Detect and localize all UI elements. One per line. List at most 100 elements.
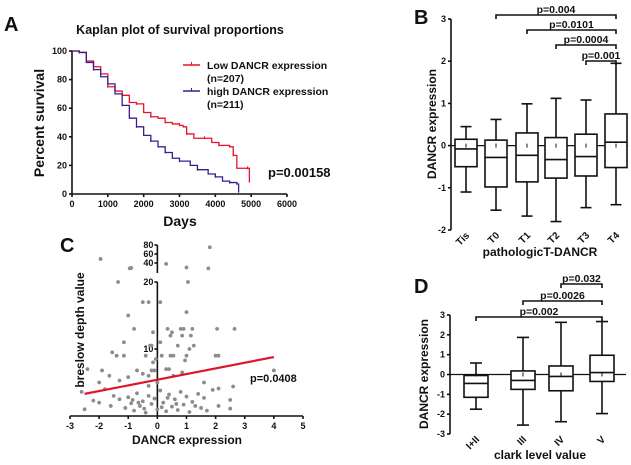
scatter-point [159,353,164,358]
y-axis-label: DANCR expression [425,69,439,179]
y-tick-label: 80 [57,75,67,85]
scatter-point [91,398,96,403]
scatter-point [123,406,128,410]
x-tick-label: 4000 [205,199,225,209]
y-axis-label: DANCR expression [417,319,431,429]
scatter-point [151,330,155,335]
x-tick-label: IV [553,434,568,449]
scatter-point [132,408,136,413]
x-tick-label: 1000 [98,199,118,209]
scatter-point [143,353,148,358]
scatter-point [110,350,115,355]
x-tick-label: 4 [271,421,276,431]
x-tick-label: 0 [69,199,74,209]
x-tick-label: 1 [184,421,189,431]
scatter-point [175,343,180,348]
scatter-point [116,280,120,284]
scatter-point [121,353,126,358]
box-IV [548,365,574,392]
scatter-point [100,368,104,373]
p-value-label: p=0.004 [537,4,576,16]
x-tick-label: T4 [606,230,622,246]
scatter-point [97,400,102,405]
x-tick-label: T1 [517,230,533,246]
scatter-point [154,357,158,361]
x-tick-label: 3 [242,421,247,431]
panel-letter-b: B [414,7,428,29]
scatter-point [184,310,189,315]
scatter-point [143,410,148,415]
significance-bracket [475,316,603,321]
y-axis-label: breslow depth value [73,272,87,388]
scatter-point [151,360,155,365]
scatter-point [210,387,215,392]
scatter-point [181,327,186,331]
scatter-point [114,353,119,358]
scatter-point [232,327,237,331]
scatter-point [193,404,198,408]
significance-bracket [560,283,603,288]
scatter-point [271,368,276,373]
scatter-point [178,389,183,394]
scatter-point [126,375,131,380]
scatter-point [204,408,209,413]
scatter-point [188,333,193,338]
box-T1 [515,132,539,183]
y-tick-label: -1 [437,389,445,399]
y-tick-label: 3 [440,310,445,320]
y-tick-label: 60 [143,249,153,259]
legend-label: high DANCR expression [207,86,328,98]
x-tick-label: I+II [464,434,482,452]
scatter-point [108,404,113,408]
scatter-point [181,402,186,407]
y-tick-label: 2 [441,56,446,66]
y-tick-label: 2 [440,330,445,340]
scatter-point [155,407,160,412]
x-tick-label: 5 [300,421,305,431]
box-Tis [454,138,478,168]
x-tick-label: 6000 [277,199,297,209]
scatter-point [127,266,132,271]
significance-bracket [495,14,617,19]
scatter-point [149,368,154,373]
panel-c-scatter-plot: C DANCR expression breslow depth value p… [60,235,306,447]
scatter-point [152,368,157,373]
scatter-point [187,410,192,414]
scatter-point [174,402,179,406]
scatter-point [180,333,185,338]
x-tick-label: V [596,434,609,447]
scatter-point [231,384,236,389]
scatter-point [187,347,192,351]
x-tick-label: Tis [454,230,472,248]
scatter-point [107,373,112,378]
scatter-point [171,353,176,358]
scatter-point [146,300,151,304]
scatter-point [135,368,139,373]
y-axis-label: Percent survival [31,69,47,177]
y-tick-label: 0 [62,189,67,199]
scatter-point [167,392,171,397]
y-tick-label: 20 [57,160,67,170]
y-tick-label: 10 [143,344,153,354]
scatter-point [142,406,147,411]
box-T3 [574,133,598,177]
scatter-point [180,370,185,375]
scatter-point [216,404,221,408]
x-tick-label: III [515,434,529,448]
scatter-point [206,266,211,271]
y-tick-label: 1 [440,350,445,360]
scatter-point [168,353,173,358]
panel-b-box-plot: B pathologicT-DANCR DANCR expression -2 -… [414,4,628,259]
scatter-point [140,399,145,404]
scatter-point [191,343,196,348]
x-tick-label: T2 [546,230,562,246]
scatter-point [184,394,189,399]
scatter-point [215,327,219,331]
chart-title: Kaplan plot of survival proportions [76,23,284,37]
y-tick-label: 40 [57,132,67,142]
p-value-label: p=0.001 [582,50,621,62]
scatter-point [129,401,134,406]
box-T0 [484,139,508,188]
scatter-point [170,330,174,335]
scatter-point [121,340,126,345]
